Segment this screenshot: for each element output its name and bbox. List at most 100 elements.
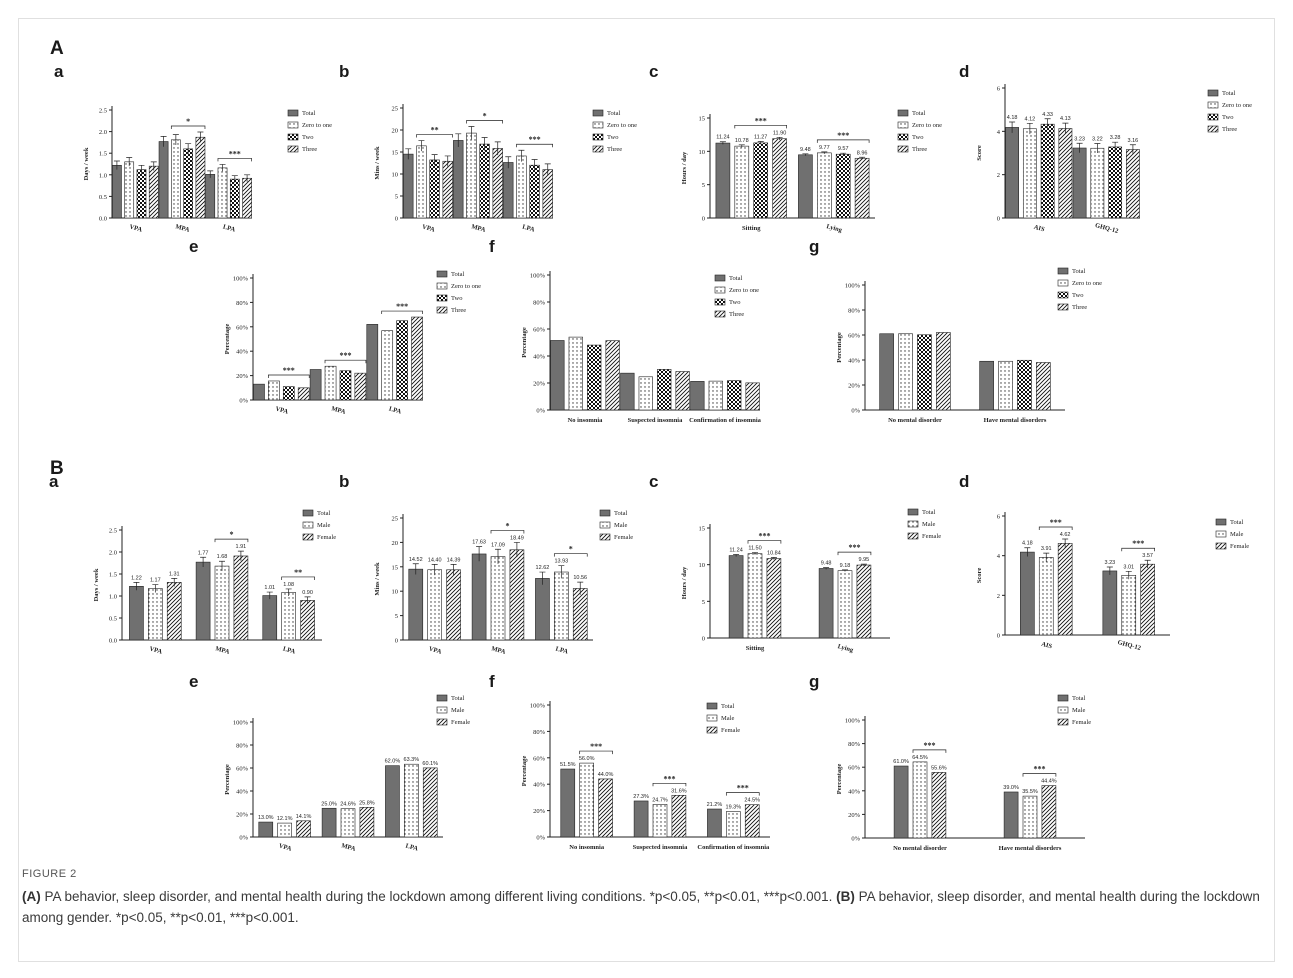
bar <box>529 164 540 219</box>
y-tick-label: 60% <box>533 755 546 762</box>
y-tick-label: 2.0 <box>99 129 107 136</box>
caption-a-head: (A) <box>22 889 41 904</box>
bar <box>1057 543 1073 636</box>
panel-letter-b-e: e <box>189 672 199 691</box>
panel-letter-a-g: g <box>809 237 820 256</box>
data-label: 8.96 <box>857 150 868 156</box>
caption-a-text: PA behavior, sleep disorder, and mental … <box>40 889 837 904</box>
bar <box>229 178 240 219</box>
error-bar <box>1112 141 1119 152</box>
bar <box>931 772 947 839</box>
legend-label: Zero to one <box>607 122 637 129</box>
bar <box>195 561 211 641</box>
y-tick-label: 60% <box>533 327 546 334</box>
panel-letter-a-e: e <box>189 237 199 256</box>
y-tick-label: 40% <box>848 788 861 795</box>
bar <box>171 139 181 219</box>
error-bar <box>770 557 777 560</box>
data-label: 3.23 <box>1074 136 1085 142</box>
data-label: 44.0% <box>598 772 614 778</box>
bar <box>579 762 594 838</box>
chart-a-b: 0 5 10 15 20 25 Mins / week VPA ** MPA * LPA *** Tota… <box>374 104 637 234</box>
section-label-a: A <box>50 38 64 59</box>
legend-swatch <box>1215 530 1227 538</box>
y-tick-label: 1.5 <box>99 151 107 158</box>
significance-bracket <box>416 134 453 138</box>
bar <box>998 360 1013 411</box>
error-bar <box>531 159 538 171</box>
legend-label: Total <box>1072 268 1085 275</box>
bar <box>253 383 265 401</box>
data-label: 3.23 <box>1104 560 1115 566</box>
y-tick-label: 2.0 <box>109 550 117 557</box>
significance-mark: * <box>569 545 573 554</box>
bar <box>503 162 514 219</box>
legend-label: Male <box>451 707 464 714</box>
error-bar <box>577 581 584 595</box>
error-bar <box>513 542 520 558</box>
legend-swatch <box>302 509 314 517</box>
legend-swatch <box>592 133 604 141</box>
y-tick-label: 60% <box>236 766 249 773</box>
legend-swatch <box>1057 694 1069 702</box>
legend-swatch <box>1057 718 1069 726</box>
legend-swatch <box>1215 518 1227 526</box>
bar <box>1036 362 1051 411</box>
data-label: 9.48 <box>800 147 811 153</box>
error-bar <box>200 556 207 567</box>
data-label: 10.56 <box>573 575 587 581</box>
bar <box>568 336 583 411</box>
bar <box>324 365 337 401</box>
data-label: 4.18 <box>1022 541 1033 547</box>
significance-bracket <box>490 530 525 534</box>
legend-swatch <box>714 298 726 306</box>
y-tick-label: 20% <box>236 812 249 819</box>
panel-letter-a-b: b <box>339 62 350 81</box>
legend-label: Zero to one <box>302 122 332 129</box>
data-label: 24.6% <box>340 802 356 808</box>
chart-b-b: 0 5 10 15 20 25 Mins / week 14.52 14.40 14.39 VPA 1… <box>374 509 633 656</box>
data-label: 60.1% <box>422 761 438 767</box>
data-label: 17.63 <box>472 540 486 546</box>
bar <box>1038 557 1054 636</box>
legend-label: Two <box>451 295 462 302</box>
y-tick-label: 4 <box>997 129 1001 136</box>
legend-swatch <box>1215 542 1227 550</box>
bar <box>217 167 228 219</box>
significance-bracket <box>381 310 423 315</box>
y-tick-label: 0 <box>997 216 1000 223</box>
y-tick-label: 100% <box>233 276 249 283</box>
bar <box>854 157 870 219</box>
y-tick-label: 10 <box>699 562 706 569</box>
bar <box>835 153 851 219</box>
x-tick-label: LPA <box>405 843 419 853</box>
x-tick-label: LPA <box>555 646 569 656</box>
legend-label: Total <box>607 110 620 117</box>
chart-a-g: 0% 20% 40% 60% 80% 100% Percentage No mental di… <box>836 267 1102 424</box>
legend-swatch <box>436 270 448 278</box>
data-label: 12.62 <box>536 565 550 571</box>
legend-label: Female <box>451 719 470 726</box>
legend-swatch <box>436 306 448 314</box>
bar <box>340 808 356 838</box>
y-tick-label: 0.5 <box>99 194 107 201</box>
significance-mark: *** <box>1033 765 1045 774</box>
y-tick-label: 15 <box>699 116 706 123</box>
error-bar <box>172 134 179 145</box>
chart-b-d: 0 2 4 6 Score 4.18 3.91 4.62 AIS *** 3.23 3.01 3.57 G… <box>976 512 1249 652</box>
significance-bracket <box>324 359 367 364</box>
bar <box>471 553 487 641</box>
bar <box>158 141 169 219</box>
y-axis-label: Percentage <box>224 324 231 355</box>
data-label: 1.22 <box>131 575 142 581</box>
y-tick-label: 0% <box>536 835 545 842</box>
legend-swatch <box>1057 279 1069 287</box>
error-bar <box>1026 122 1033 135</box>
y-tick-label: 20% <box>533 808 546 815</box>
y-tick-label: 0% <box>239 398 248 405</box>
legend-swatch <box>302 533 314 541</box>
y-tick-label: 80% <box>533 729 546 736</box>
bar <box>490 556 506 641</box>
error-bar <box>1076 142 1083 153</box>
legend-label: Total <box>451 271 464 278</box>
